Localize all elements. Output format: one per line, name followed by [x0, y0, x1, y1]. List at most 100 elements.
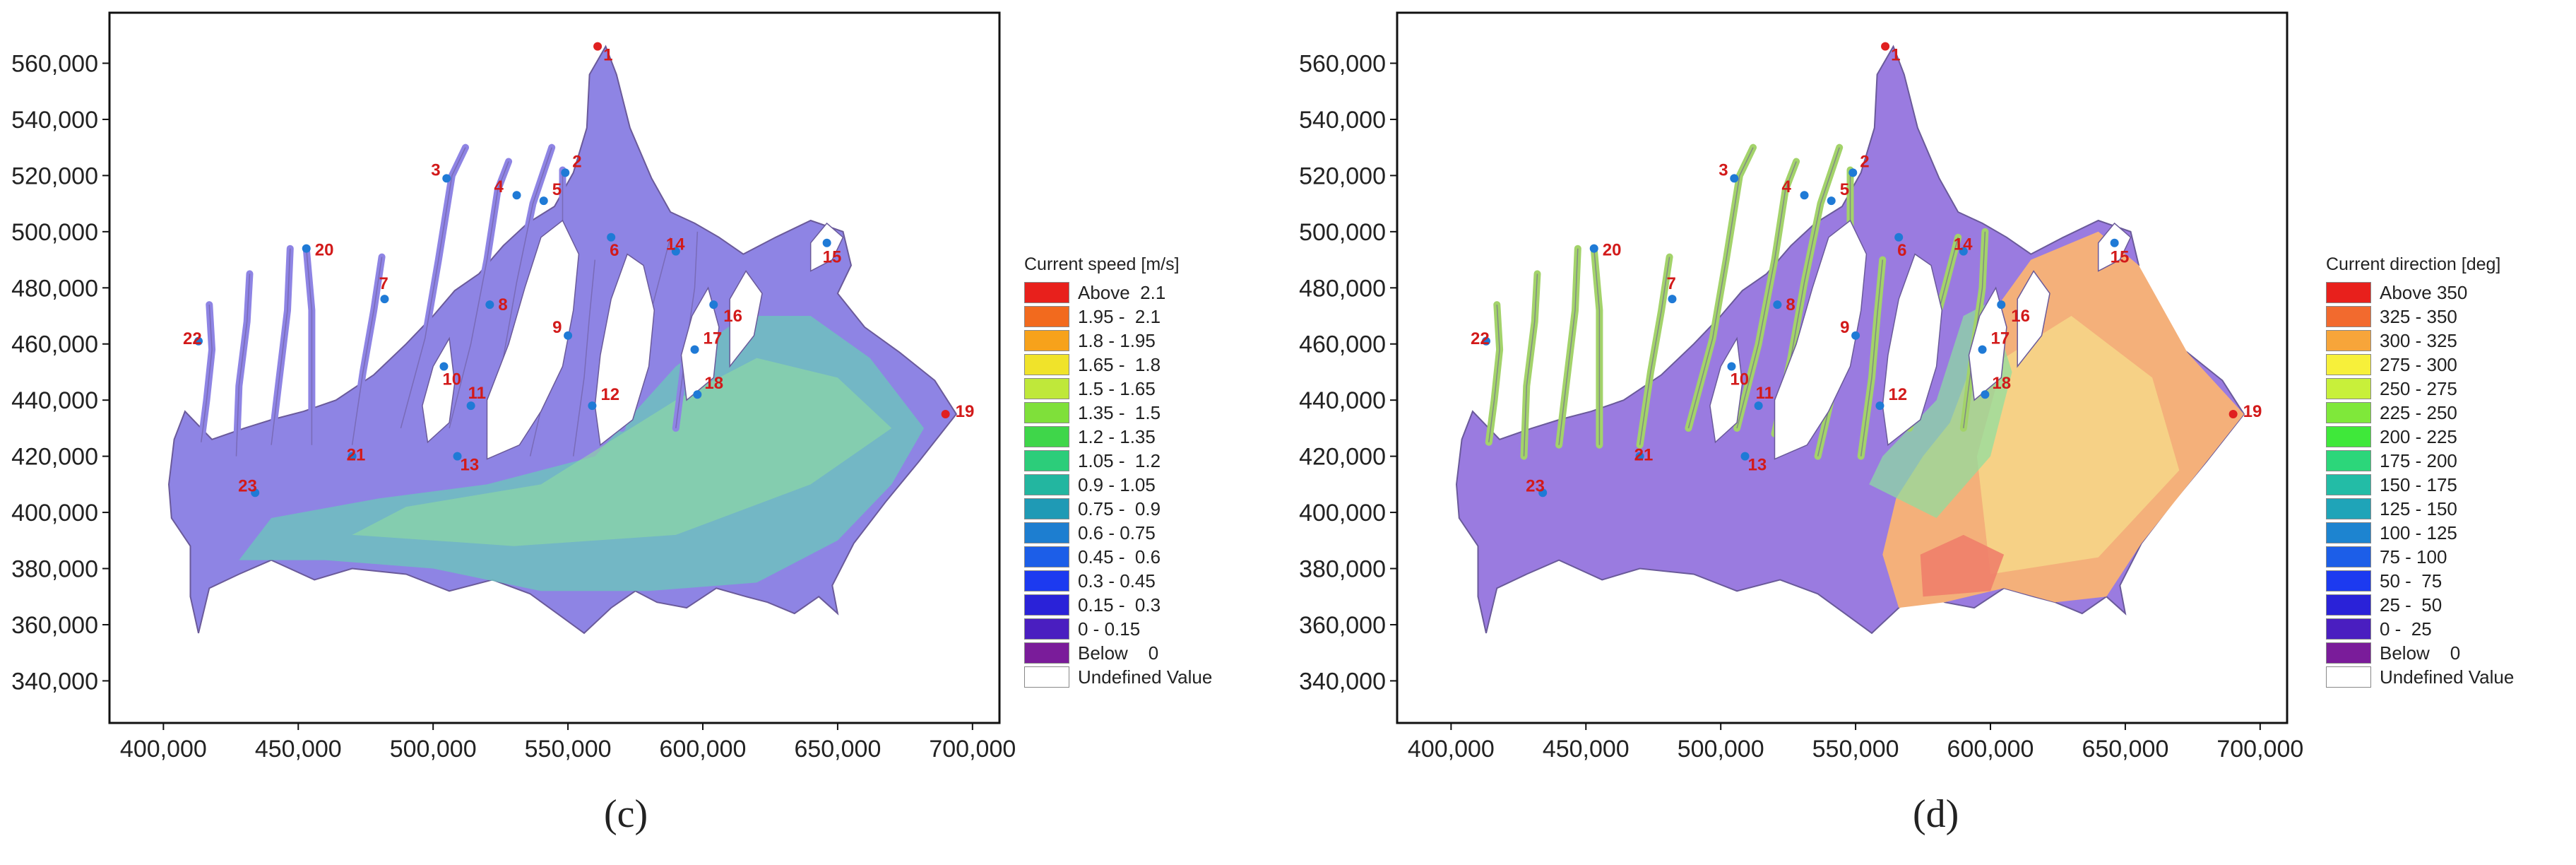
legend-swatch: [1024, 618, 1069, 640]
y-tick-label: 480,000: [11, 275, 98, 302]
island: [486, 219, 580, 460]
y-tick-label: 380,000: [11, 556, 98, 583]
station-marker: [1668, 295, 1677, 304]
station-marker: [1848, 168, 1858, 177]
station-label: 6: [610, 241, 619, 260]
x-tick-label: 500,000: [1678, 736, 1764, 763]
panel-current-speed: 400,000 450,000 500,000 550,000 600,000 650,0…: [11, 11, 1264, 836]
legend-item: 325 - 350: [2326, 305, 2566, 329]
direction-field: [1976, 316, 2180, 575]
station-label: 18: [1992, 374, 2011, 393]
legend-label: Below 0: [1078, 642, 1159, 664]
station-marker: [588, 401, 597, 411]
legend-swatch: [2326, 474, 2371, 495]
legend-item: 1.2 - 1.35: [1024, 425, 1264, 449]
legend-item: 1.35 - 1.5: [1024, 401, 1264, 425]
legend-label: 175 - 200: [2380, 449, 2457, 471]
legend-swatch: [1024, 426, 1069, 447]
legend-swatch: [2326, 282, 2371, 303]
tidal-channel: [675, 231, 699, 428]
legend-item: 0 - 25: [2326, 617, 2566, 641]
direction-field: [1920, 534, 2005, 597]
tidal-channel: [271, 248, 291, 445]
station-marker: [1482, 336, 1490, 346]
legend-title: Current direction [deg]: [2326, 254, 2501, 274]
legend-label: 1.35 - 1.5: [1078, 401, 1161, 423]
tidal-channel: [1558, 248, 1579, 445]
legend-label: 300 - 325: [2380, 329, 2457, 351]
station-marker: [607, 233, 616, 242]
station-label: 17: [704, 329, 723, 348]
station-marker: [380, 295, 389, 304]
station-label: 6: [1897, 241, 1906, 260]
legend-label: 1.05 - 1.2: [1078, 449, 1161, 471]
station-label: 2: [572, 152, 581, 171]
y-tick-label: 500,000: [1299, 219, 1386, 246]
station-marker: [1800, 191, 1809, 200]
legend-swatch: [1024, 474, 1069, 495]
legend-label: Above 350: [2380, 281, 2468, 303]
station-label: 1: [603, 46, 612, 65]
panel-caption: (d): [1913, 792, 1959, 836]
legend-label: 250 - 275: [2380, 377, 2457, 399]
legend-item: Below 0: [2326, 641, 2566, 665]
legend-item: 0.9 - 1.05: [1024, 473, 1264, 497]
station-label: 1: [1891, 46, 1900, 65]
station-label: 16: [723, 307, 742, 326]
legend-swatch: [2326, 450, 2371, 471]
tidal-channel: [235, 273, 251, 457]
legend-label: Undefined Value: [1078, 666, 1213, 688]
station-label: 2: [1860, 152, 1869, 171]
legend-swatch: [1024, 282, 1069, 303]
legend-label: 25 - 50: [2380, 594, 2443, 616]
x-tick-label: 600,000: [1947, 736, 2034, 763]
station-label: 14: [666, 235, 685, 254]
legend-swatch: [2326, 570, 2371, 592]
station-marker: [1538, 488, 1548, 498]
legend-item: 1.5 - 1.65: [1024, 377, 1264, 401]
x-tick-label: 400,000: [1408, 736, 1495, 763]
station-label: 13: [461, 456, 480, 475]
legend-item: Undefined Value: [1024, 665, 1264, 689]
island: [729, 270, 763, 368]
legend-title: Current speed [m/s]: [1024, 254, 1180, 274]
station-label: 12: [600, 385, 619, 404]
legend-item: 1.65 - 1.8: [1024, 353, 1264, 377]
station-label: 9: [1840, 318, 1849, 337]
legend-item: 225 - 250: [2326, 401, 2566, 425]
legend-swatch: [1024, 570, 1069, 592]
legend-item: Above 350: [2326, 281, 2566, 305]
y-tick-label: 540,000: [11, 107, 98, 134]
legend-swatch: [2326, 306, 2371, 327]
station-label: 11: [1756, 384, 1774, 403]
legend-item: 0.3 - 0.45: [1024, 569, 1264, 593]
y-tick-label: 360,000: [1299, 612, 1386, 639]
tidal-channel: [1488, 305, 1500, 442]
x-tick-label: 400,000: [120, 736, 207, 763]
tidal-channel: [400, 147, 466, 429]
legend-label: 1.2 - 1.35: [1078, 425, 1156, 447]
station-marker: [1881, 42, 1890, 51]
station-label: 18: [704, 374, 723, 393]
station-label: 8: [498, 295, 507, 314]
y-tick-label: 420,000: [1299, 444, 1386, 471]
station-label: 14: [1954, 235, 1973, 254]
station-label: 5: [552, 180, 562, 199]
tidal-channel: [1639, 257, 1670, 445]
legend-label: Above 2.1: [1078, 281, 1166, 303]
station-label: 21: [1634, 446, 1654, 465]
station-marker: [442, 174, 451, 183]
y-tick-label: 560,000: [11, 51, 98, 78]
panel-current-direction: 400,000 450,000 500,000 550,000 600,000 650,0…: [1288, 0, 2576, 865]
station-marker: [1997, 300, 2006, 310]
station-label: 20: [1603, 241, 1622, 260]
station-marker: [251, 488, 260, 498]
station-marker: [1589, 244, 1598, 253]
legend-swatch: [2326, 546, 2371, 567]
legend-item: 150 - 175: [2326, 473, 2566, 497]
station-label: 23: [1526, 476, 1545, 495]
plot-frame: [108, 11, 1001, 724]
station-marker: [1827, 196, 1836, 206]
station-marker: [690, 345, 699, 354]
y-tick-label: 520,000: [1299, 163, 1386, 189]
